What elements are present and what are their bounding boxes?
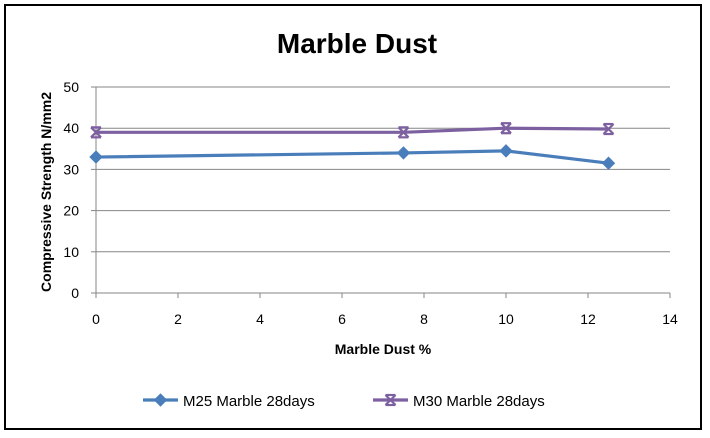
series-line bbox=[96, 126, 609, 134]
x-tick-label: 6 bbox=[338, 311, 346, 327]
star-x-icon bbox=[602, 122, 615, 136]
series-lines bbox=[89, 122, 616, 170]
legend: M25 Marble 28days M30 Marble 28days bbox=[143, 393, 545, 410]
x-tick-label: 2 bbox=[174, 311, 182, 327]
diamond-icon bbox=[396, 146, 411, 160]
series-line bbox=[95, 149, 609, 165]
y-tick-label: 0 bbox=[71, 285, 79, 301]
diamond-icon bbox=[499, 144, 513, 158]
x-axis-label: Marble Dust % bbox=[335, 341, 432, 357]
gridlines bbox=[91, 86, 670, 294]
y-axis-label: Compressive Strength N/mm2 bbox=[38, 92, 54, 292]
diamond-icon bbox=[89, 150, 103, 164]
star-x-icon bbox=[397, 126, 410, 139]
legend-item: M25 Marble 28days bbox=[143, 393, 315, 410]
x-tick-label: 10 bbox=[498, 311, 514, 327]
star-x-icon bbox=[500, 122, 512, 135]
axes bbox=[95, 87, 671, 298]
x-tick-label: 14 bbox=[662, 311, 678, 327]
y-tick-label: 20 bbox=[63, 203, 79, 219]
x-tick-label: 8 bbox=[420, 311, 428, 327]
x-tick-label: 4 bbox=[256, 311, 264, 327]
x-tick-label: 0 bbox=[92, 311, 100, 327]
y-tick-label: 50 bbox=[63, 79, 79, 95]
y-tick-label: 10 bbox=[63, 244, 79, 260]
star-x-icon bbox=[384, 393, 397, 407]
star-x-icon bbox=[90, 126, 102, 139]
diamond-icon bbox=[153, 393, 168, 407]
y-tick-label: 30 bbox=[63, 161, 79, 177]
legend-label: M30 Marble 28days bbox=[413, 393, 545, 410]
legend-item: M30 Marble 28days bbox=[373, 393, 545, 410]
diamond-icon bbox=[601, 156, 616, 170]
y-tick-label: 40 bbox=[63, 120, 79, 136]
legend-label: M25 Marble 28days bbox=[183, 393, 315, 410]
series-1 bbox=[89, 144, 616, 170]
series-2 bbox=[90, 122, 615, 139]
x-tick-label: 12 bbox=[580, 311, 596, 327]
x-tick-labels: 0 2 4 6 8 10 12 14 bbox=[92, 311, 678, 327]
chart-frame bbox=[4, 4, 702, 430]
chart-title: Marble Dust bbox=[277, 28, 437, 59]
y-tick-labels: 0 10 20 30 40 50 bbox=[63, 79, 79, 301]
